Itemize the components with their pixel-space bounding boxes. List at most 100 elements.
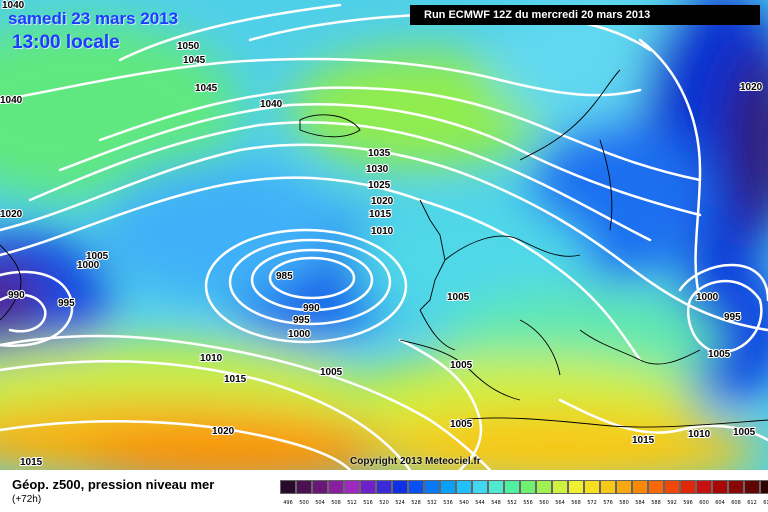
- color-scale-swatch: [680, 480, 696, 494]
- color-scale-swatch: [376, 480, 392, 494]
- isobar-label: 990: [303, 303, 320, 314]
- isobar-label: 1010: [688, 429, 711, 440]
- isobar-label: 1005: [447, 292, 470, 303]
- color-scale-swatch: [584, 480, 600, 494]
- pressure-map: 1040 1050 1045 1045 1040 1040 1035 1030 …: [0, 0, 768, 470]
- color-scale-swatch: [424, 480, 440, 494]
- color-scale-swatch: [440, 480, 456, 494]
- isobar-lines: [0, 3, 768, 470]
- color-scale-swatch: [760, 480, 768, 494]
- color-scale-swatch: [280, 480, 296, 494]
- color-scale-swatch: [664, 480, 680, 494]
- color-scale-swatch: [648, 480, 664, 494]
- color-scale-tick: 504: [315, 500, 325, 506]
- isobar-label: 1025: [368, 180, 391, 191]
- color-scale-tick: 568: [571, 500, 581, 506]
- color-scale-swatch: [520, 480, 536, 494]
- isobar-label: 1005: [733, 427, 756, 438]
- color-scale-swatch: [744, 480, 760, 494]
- color-scale-swatch: [456, 480, 472, 494]
- color-scale-tick: 516: [363, 500, 373, 506]
- color-scale-tick: 572: [587, 500, 597, 506]
- coastlines: [0, 69, 768, 428]
- color-scale-tick: 608: [731, 500, 741, 506]
- color-scale-tick: 544: [475, 500, 485, 506]
- color-scale-tick: 600: [699, 500, 709, 506]
- isobar-label: 1040: [260, 99, 283, 110]
- color-scale-tick: 500: [299, 500, 309, 506]
- color-scale-swatch: [408, 480, 424, 494]
- forecast-date-title: samedi 23 mars 2013: [8, 9, 179, 28]
- isobar-label: 1005: [450, 360, 473, 371]
- isobar-label: 1015: [20, 457, 43, 468]
- isobar-label: 1015: [224, 374, 247, 385]
- isobar-label: 1005: [86, 251, 109, 262]
- color-scale-tick: 520: [379, 500, 389, 506]
- color-scale-tick: 528: [411, 500, 421, 506]
- isobar-label: 1005: [708, 349, 731, 360]
- isobar-label: 985: [276, 271, 293, 282]
- color-scale-tick: 512: [347, 500, 357, 506]
- color-scale-tick: 496: [283, 500, 293, 506]
- color-scale-swatch: [696, 480, 712, 494]
- color-scale-tick: 588: [651, 500, 661, 506]
- color-scale: [280, 480, 768, 494]
- color-scale-tick: 580: [619, 500, 629, 506]
- color-scale-tick: 560: [539, 500, 549, 506]
- isobar-label: 1020: [740, 82, 763, 93]
- color-scale-tick: 564: [555, 500, 565, 506]
- color-scale-tick: 576: [603, 500, 613, 506]
- color-scale-swatch: [728, 480, 744, 494]
- color-scale-labels: 496 500 504 508 512 516 520 524 528 532 536 540 544 5…: [280, 500, 768, 506]
- color-scale-tick: 536: [443, 500, 453, 506]
- color-scale-swatch: [392, 480, 408, 494]
- isobar-label: 1045: [183, 55, 206, 66]
- color-scale-tick: 508: [331, 500, 341, 506]
- color-scale-swatch: [296, 480, 312, 494]
- isobar-label: 1040: [0, 95, 23, 106]
- isobar-label: 1010: [371, 226, 394, 237]
- legend-title: Géop. z500, pression niveau mer: [12, 477, 215, 492]
- color-scale-swatch: [536, 480, 552, 494]
- isobar-label: 995: [293, 315, 310, 326]
- isobar-label: 995: [724, 312, 741, 323]
- color-scale-swatch: [472, 480, 488, 494]
- run-info-banner: Run ECMWF 12Z du mercredi 20 mars 2013: [410, 5, 760, 25]
- isobar-label: 1050: [177, 41, 200, 52]
- color-scale-swatch: [344, 480, 360, 494]
- isobar-label: 1030: [366, 164, 389, 175]
- isobar-label: 1020: [371, 196, 394, 207]
- color-scale-swatch: [360, 480, 376, 494]
- color-scale-swatch: [600, 480, 616, 494]
- color-scale-swatch: [312, 480, 328, 494]
- isobar-label: 1040: [2, 0, 25, 11]
- color-scale-tick: 584: [635, 500, 645, 506]
- color-scale-tick: 524: [395, 500, 405, 506]
- color-scale-swatch: [632, 480, 648, 494]
- geopotential-field: [0, 0, 768, 470]
- color-scale-tick: 612: [747, 500, 757, 506]
- color-scale-tick: 616: [763, 500, 768, 506]
- color-scale-tick: 548: [491, 500, 501, 506]
- copyright-notice: Copyright 2013 Meteociel.fr: [350, 456, 481, 467]
- color-scale-swatch: [712, 480, 728, 494]
- color-scale-swatch: [568, 480, 584, 494]
- isobar-label: 1020: [212, 426, 235, 437]
- isobar-label: 1005: [320, 367, 343, 378]
- isobar-label: 1010: [200, 353, 223, 364]
- isobar-label: 1015: [369, 209, 392, 220]
- color-scale-tick: 540: [459, 500, 469, 506]
- isobar-label: 1005: [450, 419, 473, 430]
- color-scale-tick: 592: [667, 500, 677, 506]
- color-scale-swatch: [616, 480, 632, 494]
- isobar-label: 1015: [632, 435, 655, 446]
- isobar-labels: 1040 1050 1045 1045 1040 1040 1035 1030 …: [0, 0, 764, 469]
- isobar-label: 990: [8, 290, 25, 301]
- color-scale-tick: 596: [683, 500, 693, 506]
- color-scale-tick: 604: [715, 500, 725, 506]
- color-scale-swatch: [328, 480, 344, 494]
- forecast-time-title: 13:00 locale: [12, 32, 120, 53]
- isobar-label: 995: [58, 298, 75, 309]
- color-scale-tick: 556: [523, 500, 533, 506]
- legend-subtitle: (+72h): [12, 494, 42, 505]
